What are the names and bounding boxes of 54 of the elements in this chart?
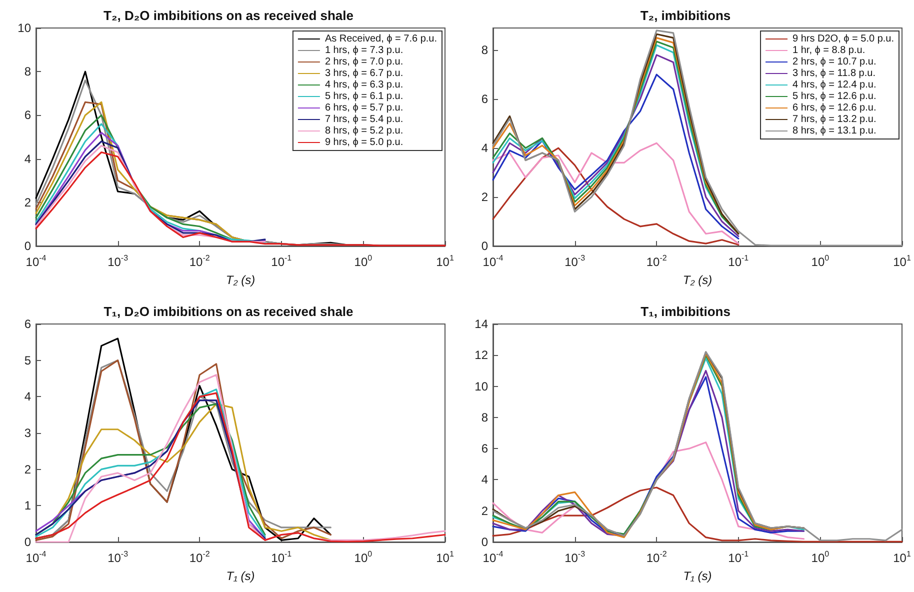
legend-label: 8 hrs, ϕ = 5.2 p.u.	[324, 126, 404, 136]
y-tick-label: 14	[474, 317, 488, 331]
legend-label: 9 hrs, ϕ = 5.0 p.u.	[324, 137, 404, 148]
legend-label: 2 hrs, ϕ = 10.7 p.u.	[792, 56, 876, 68]
legend-label: 4 hrs, ϕ = 12.4 p.u.	[792, 80, 876, 90]
y-tick-label: 4	[24, 390, 32, 404]
legend-label: 1 hrs, ϕ = 7.3 p.u.	[324, 45, 404, 56]
y-tick-label: 8	[481, 43, 488, 58]
legend-label: 4 hrs, ϕ = 6.3 p.u.	[324, 80, 404, 90]
y-tick-label: 6	[481, 92, 488, 106]
y-tick-label: 8	[24, 64, 32, 79]
y-tick-label: 1	[24, 498, 32, 513]
y-tick-label: 4	[24, 152, 32, 166]
y-tick-label: 4	[481, 141, 488, 156]
legend-label: 5 hrs, ϕ = 12.6 p.u.	[792, 91, 876, 102]
y-tick-label: 6	[24, 317, 32, 331]
y-tick-label: 6	[481, 442, 488, 456]
y-tick-label: 3	[24, 426, 32, 440]
legend-label: 3 hrs, ϕ = 11.8 p.u.	[792, 68, 876, 79]
legend-label: 3 hrs, ϕ = 6.7 p.u.	[324, 68, 404, 79]
legend-label: 2 hrs, ϕ = 7.0 p.u.	[324, 56, 404, 68]
y-tick-label: 10	[474, 379, 488, 394]
legend-label: 7 hrs, ϕ = 13.2 p.u.	[792, 114, 876, 125]
legend-label: As Received, ϕ = 7.6 p.u.	[324, 34, 438, 44]
y-tick-label: 10	[18, 21, 32, 35]
legend-label: 6 hrs, ϕ = 5.7 p.u.	[324, 102, 404, 114]
y-tick-label: 0	[24, 239, 32, 253]
y-tick-label: 12	[474, 348, 488, 362]
y-tick-label: 4	[481, 472, 488, 487]
legend-label: 7 hrs, ϕ = 5.4 p.u.	[324, 114, 404, 125]
legend-label: 9 hrs D2O, ϕ = 5.0 p.u.	[792, 34, 894, 44]
y-tick-label: 5	[24, 353, 32, 368]
legend-label: 6 hrs, ϕ = 12.6 p.u.	[792, 102, 876, 114]
y-tick-label: 2	[24, 195, 32, 210]
x-axis-title: T₂ (s)	[226, 273, 256, 287]
y-tick-label: 2	[24, 462, 32, 476]
y-tick-label: 0	[481, 239, 488, 253]
y-tick-label: 0	[24, 535, 32, 549]
legend-label: 5 hrs, ϕ = 6.1 p.u.	[324, 91, 404, 102]
chart-title: T₂, D₂O imbibitions on as received shale	[104, 8, 354, 23]
line-series	[492, 30, 903, 246]
chart-title: T₁, D₂O imbibitions on as received shale	[104, 304, 354, 319]
legend-label: 1 hr, ϕ = 8.8 p.u.	[792, 45, 866, 56]
y-tick-label: 6	[24, 108, 32, 122]
legend-label: 8 hrs, ϕ = 13.1 p.u.	[792, 126, 876, 136]
chart-title: T₁, imbibitions	[640, 304, 730, 319]
y-tick-label: 8	[481, 410, 488, 424]
chart-title: T₂, imbibitions	[640, 8, 731, 23]
x-axis-title: T₁ (s)	[226, 569, 255, 583]
y-tick-label: 2	[481, 504, 488, 518]
x-axis-title: T₂ (s)	[682, 273, 712, 287]
y-tick-label: 2	[481, 190, 488, 204]
x-axis-title: T₁ (s)	[683, 569, 712, 583]
y-tick-label: 0	[481, 535, 488, 549]
